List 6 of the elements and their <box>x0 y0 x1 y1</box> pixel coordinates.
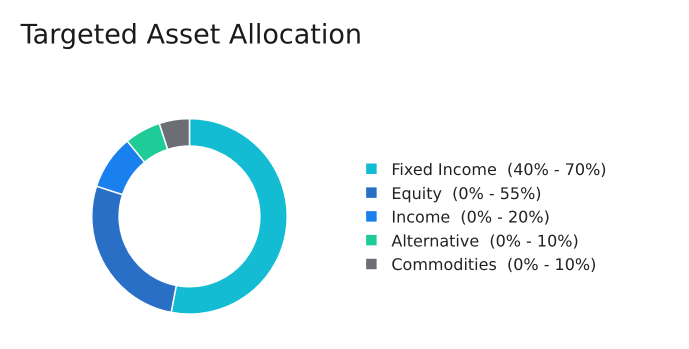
legend-label: Fixed Income (40% - 70%) <box>391 160 607 180</box>
chart-title: Targeted Asset Allocation <box>20 19 362 50</box>
legend-label: Income (0% - 20%) <box>391 208 550 227</box>
legend-label: Equity (0% - 55%) <box>391 184 542 203</box>
legend-label: Commodities (0% - 10%) <box>391 255 596 274</box>
legend-label: Alternative (0% - 10%) <box>391 231 579 250</box>
